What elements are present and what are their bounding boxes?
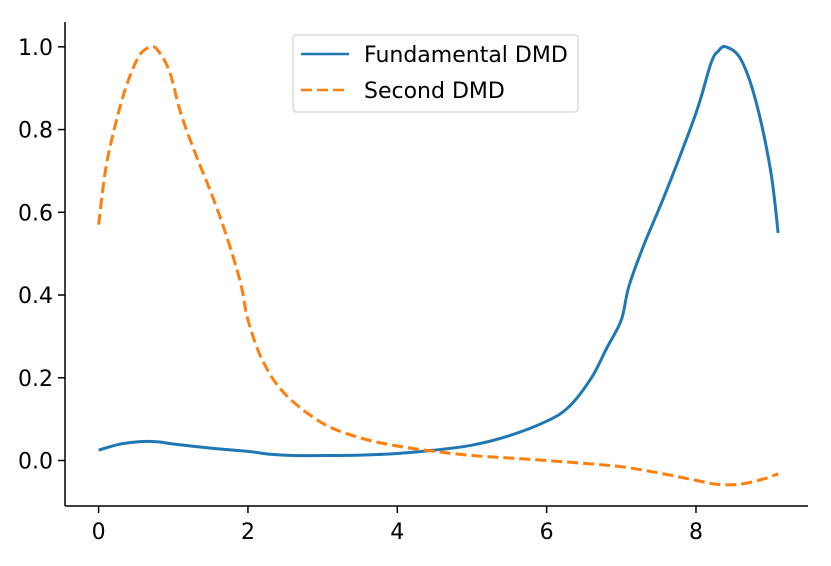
y-tick-label: 0.6 bbox=[18, 201, 53, 226]
series-layer bbox=[97, 44, 780, 487]
axes-layer bbox=[64, 22, 808, 507]
y-tick-label: 0.2 bbox=[18, 367, 53, 392]
y-tick-label: 1.0 bbox=[18, 36, 53, 61]
y-tick-label: 0.0 bbox=[18, 449, 53, 474]
series-line-fundamental-dmd bbox=[98, 44, 780, 458]
legend-box bbox=[292, 34, 579, 113]
legend-label-fundamental: Fundamental DMD bbox=[364, 43, 568, 68]
x-tick-label: 2 bbox=[241, 520, 255, 545]
y-ticks: 0.0 0.2 0.4 0.6 0.8 1.0 bbox=[18, 36, 65, 474]
legend: Fundamental DMD Second DMD bbox=[292, 34, 579, 113]
x-tick-label: 8 bbox=[689, 520, 703, 545]
x-tick-label: 6 bbox=[540, 520, 554, 545]
series-line-second-dmd bbox=[97, 45, 779, 487]
x-ticks: 0 2 4 6 8 bbox=[92, 506, 703, 545]
x-tick-label: 0 bbox=[92, 520, 106, 545]
x-tick-label: 4 bbox=[390, 520, 404, 545]
legend-label-second: Second DMD bbox=[364, 79, 505, 104]
y-tick-label: 0.4 bbox=[18, 284, 53, 309]
y-tick-label: 0.8 bbox=[18, 119, 53, 144]
